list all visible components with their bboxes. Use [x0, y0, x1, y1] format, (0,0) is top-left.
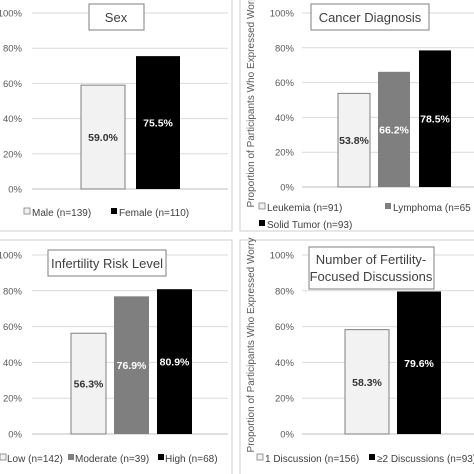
y-tick-label: 40% — [3, 114, 23, 125]
legend-swatch — [256, 453, 264, 461]
y-tick-label: 20% — [3, 394, 23, 405]
chart-title: Infertility Risk Level — [51, 256, 163, 271]
y-tick-label: 100% — [270, 9, 295, 20]
legend-label: Male (n=139) — [32, 208, 91, 219]
y-tick-label: 0% — [280, 430, 294, 441]
legend-swatch — [0, 453, 7, 461]
y-tick-label: 0% — [8, 185, 22, 196]
legend-label: Solid Tumor (n=93) — [267, 220, 352, 231]
bar — [157, 289, 192, 434]
legend-label: Female (n=110) — [119, 208, 189, 219]
legend-swatch — [258, 202, 266, 210]
legend-label: ≥2 Discussions (n=93) — [377, 454, 474, 465]
legend-label: Lymphoma (n=65 — [393, 203, 471, 214]
y-tick-label: 0% — [280, 183, 294, 194]
legend-label: Leukemia (n=91) — [267, 203, 342, 214]
bar — [378, 71, 410, 187]
y-tick-label: 100% — [0, 251, 23, 262]
legend-swatch — [111, 208, 117, 214]
panel-frame-cancer-diagnosis — [239, 0, 474, 232]
legend-swatch — [385, 203, 391, 209]
y-tick-label: 60% — [3, 79, 23, 90]
y-tick-label: 20% — [3, 149, 23, 160]
legend-swatch — [23, 207, 31, 215]
y-tick-label: 0% — [8, 430, 22, 441]
y-tick-label: 20% — [275, 394, 295, 405]
data-label: 66.2% — [379, 124, 409, 136]
bar — [419, 50, 451, 187]
y-axis-label-top-right: Proportion of Participants Who Expressed… — [246, 0, 257, 207]
y-tick-label: 60% — [275, 322, 295, 333]
y-tick-label: 100% — [270, 251, 295, 262]
chart-title: Sex — [105, 10, 128, 25]
chart-title-box — [88, 3, 145, 31]
legend-swatch — [369, 454, 375, 460]
data-label: 53.8% — [339, 135, 369, 147]
y-tick-label: 60% — [275, 78, 295, 89]
bar — [337, 92, 371, 188]
chart-title-box — [310, 3, 430, 31]
chart-panel-0: 0% 20% 40% 60% 80% 100% 59.0% 75.5% Sex Male (n=1… — [0, 3, 228, 219]
y-tick-label: 80% — [3, 44, 23, 55]
y-tick-label: 100% — [0, 9, 23, 20]
chart-title: Number of Fertility- — [316, 252, 427, 267]
chart-title: Focused Discussions — [310, 269, 433, 284]
bar — [80, 84, 126, 190]
data-label: 59.0% — [88, 132, 118, 144]
chart-panel-2: 0% 20% 40% 60% 80% 100% 56.3% 76.9% 80.9% Inferti… — [0, 249, 228, 465]
chart-panel-3: 0% 20% 40% 60% 80% 100% 58.3% 79.6% Number of Fe… — [256, 246, 474, 465]
data-label: 56.3% — [74, 379, 104, 391]
y-tick-label: 40% — [3, 358, 23, 369]
bar — [397, 291, 441, 434]
chart-title-box — [47, 249, 167, 277]
bar — [70, 332, 107, 435]
legend-label: Moderate (n=39) — [75, 454, 149, 465]
y-tick-label: 80% — [275, 43, 295, 54]
data-label: 80.9% — [160, 357, 190, 369]
data-label: 79.6% — [404, 358, 434, 370]
chart-panel-1: 0% 20% 40% 60% 80% 100% 53.8% 66.2% 78.5% Cancer … — [258, 3, 474, 231]
panel-frame-discussions — [239, 239, 474, 474]
data-label: 58.3% — [352, 377, 382, 389]
y-tick-label: 40% — [275, 358, 295, 369]
bar — [344, 329, 390, 435]
chart-title: Cancer Diagnosis — [319, 10, 422, 25]
data-label: 78.5% — [420, 114, 450, 126]
y-tick-label: 60% — [3, 322, 23, 333]
legend-swatch — [158, 454, 164, 460]
legend-label: High (n=68) — [165, 454, 218, 465]
legend-swatch — [68, 454, 74, 460]
legend-label: Low (n=142) — [7, 454, 63, 465]
y-tick-label: 40% — [275, 113, 295, 124]
legend-label: 1 Discussion (n=156) — [265, 454, 359, 465]
y-axis-label-bottom-right: Proportion of Participants Who Expressed… — [246, 238, 257, 453]
bar — [114, 296, 149, 434]
y-tick-label: 20% — [275, 148, 295, 159]
legend-swatch — [259, 220, 265, 226]
y-tick-label: 80% — [275, 286, 295, 297]
bar — [136, 56, 180, 190]
chart-title-box — [308, 246, 435, 290]
data-label: 76.9% — [117, 360, 147, 372]
y-tick-label: 80% — [3, 286, 23, 297]
data-label: 75.5% — [143, 118, 173, 130]
panel-frame-sex — [0, 0, 233, 232]
panel-frame-infertility-risk — [0, 239, 233, 474]
